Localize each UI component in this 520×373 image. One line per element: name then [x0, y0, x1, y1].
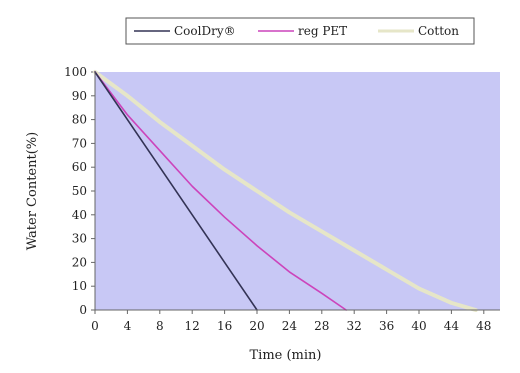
y-axis-ticks: 0 10 20 30 40 50 60 70 80 90 100 [64, 65, 95, 317]
y-tick-label: 10 [72, 279, 87, 293]
y-tick-label: 40 [72, 208, 87, 222]
x-tick-label: 48 [476, 319, 491, 333]
y-tick-label: 100 [64, 65, 87, 79]
x-tick-label: 24 [282, 319, 298, 333]
legend-label-cooldry: CoolDry® [174, 24, 236, 38]
y-tick-label: 90 [72, 89, 87, 103]
x-tick-label: 44 [444, 319, 460, 333]
x-tick-label: 12 [185, 319, 200, 333]
y-tick-label: 50 [72, 184, 87, 198]
y-axis-label: Water Content(%) [25, 132, 40, 250]
series-line-cooldry [94, 71, 258, 311]
x-tick-label: 28 [314, 319, 329, 333]
x-tick-label: 16 [217, 319, 232, 333]
x-tick-label: 0 [91, 319, 99, 333]
x-axis-ticks: 0 4 8 12 16 20 24 28 32 36 40 44 48 [91, 310, 491, 333]
y-tick-label: 30 [72, 232, 87, 246]
series-line-reg-pet [94, 71, 347, 311]
y-tick-label: 70 [72, 136, 87, 150]
x-tick-label: 20 [249, 319, 264, 333]
x-tick-label: 4 [124, 319, 132, 333]
y-tick-label: 60 [72, 160, 87, 174]
series-line-cotton [93, 70, 478, 312]
x-axis-label: Time (min) [250, 348, 322, 363]
plot-area [95, 72, 500, 310]
legend: CoolDry® reg PET Cotton [125, 17, 475, 45]
y-tick-label: 80 [72, 113, 87, 127]
x-tick-label: 32 [347, 319, 362, 333]
legend-label-reg-pet: reg PET [298, 24, 347, 38]
x-tick-label: 40 [411, 319, 426, 333]
series-layer [93, 70, 478, 312]
y-tick-label: 0 [79, 303, 87, 317]
y-tick-label: 20 [72, 255, 87, 269]
x-tick-label: 36 [379, 319, 394, 333]
legend-box [125, 17, 475, 45]
x-tick-label: 8 [156, 319, 164, 333]
legend-label-cotton: Cotton [418, 24, 459, 38]
